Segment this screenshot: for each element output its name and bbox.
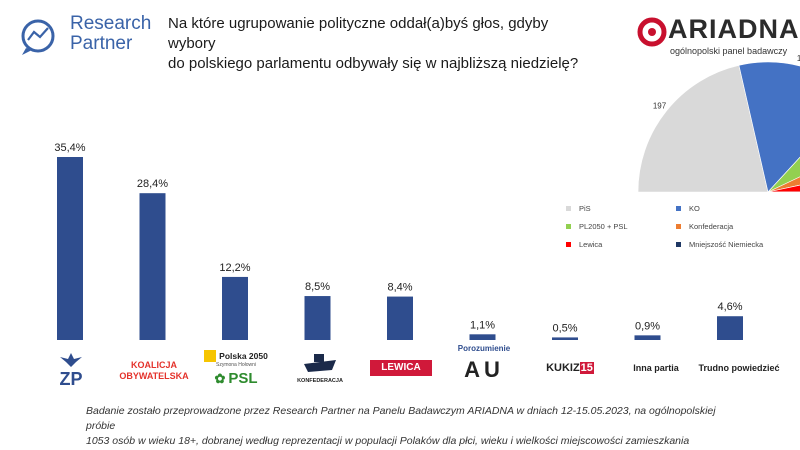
bar-8 [717,316,743,340]
footnote: Badanie zostało przeprowadzone przez Res… [86,405,716,447]
bar-value-label-8: 4,6% [717,301,742,313]
porozumienie-au-logo: Porozumienie AU [457,344,511,382]
ko-logo: KOALICJA OBYWATELSKA [119,360,189,381]
legend-item-3: Konfederacja [676,222,733,231]
legend-swatch-5 [676,242,681,247]
pie-value-label-1: 142 [797,54,800,63]
pie-slice-0 [637,64,769,193]
legend-label-4: Lewica [579,240,603,249]
legend-item-4: Lewica [566,240,602,249]
legend-label-1: KO [689,204,700,213]
bar-value-label-2: 12,2% [219,262,250,274]
bar-2 [222,276,248,340]
legend-item-5: Mniejszość Niemiecka [676,240,763,249]
lewica-logo: LEWICA [370,360,432,376]
konfederacja-icon [304,354,336,372]
bar-value-label-1: 28,4% [137,178,168,190]
chart-title: Na które ugrupowanie polityczne oddał(a)… [168,15,579,72]
legend-label-0: PiS [579,204,591,213]
bar-value-label-6: 0,5% [552,322,577,334]
bar-value-label-7: 0,9% [635,320,660,332]
kukiz-logo: KUKIZ15 [546,362,594,374]
legend-item-2: PL2050 + PSL [566,222,628,231]
legend-item-0: PiS [566,204,591,213]
bar-4 [387,296,413,340]
legend-item-1: KO [676,204,700,213]
pie-slice-5 [767,191,800,193]
pie-slice-2 [767,156,800,193]
bar-1 [139,193,166,340]
eagle-icon [60,353,82,367]
bar-value-label-3: 8,5% [305,281,330,293]
pl2050-icon [204,350,217,362]
research-partner-logo [21,19,55,55]
legend-swatch-3 [676,224,681,229]
legend-swatch-0 [566,206,571,211]
bar-6 [552,337,578,340]
legend-swatch-1 [676,206,681,211]
legend-label-5: Mniejszość Niemiecka [689,240,764,249]
legend-label-2: PL2050 + PSL [579,222,628,231]
bar-value-label-5: 1,1% [470,319,495,331]
pie-slice-1 [738,61,800,193]
label-inna-partia: Inna partia [633,363,679,373]
bar-5 [469,334,496,340]
bar-0 [57,157,83,340]
ariadna-subtitle: ogólnopolski panel badawczy [670,46,788,56]
konfederacja-logo: KONFEDERACJA [288,350,352,384]
pl2050-psl-logo: Polska 2050 Szymona Hołowni ✿ PSL [196,350,276,387]
legend-swatch-4 [566,242,571,247]
bar-value-label-0: 35,4% [54,142,85,154]
research-partner-wordmark: Research Partner [70,13,152,54]
speech-bubble-icon [21,19,55,53]
pie-slice-3 [767,176,800,193]
legend-label-3: Konfederacja [689,222,734,231]
bar-3 [304,296,331,340]
bar-value-label-4: 8,4% [387,282,412,294]
pie-slice-4 [767,184,800,193]
label-trudno-powiedziec: Trudno powiedzieć [698,363,780,373]
ariadna-logo-icon [637,17,667,47]
zp-logo: ZP [52,352,90,388]
pie-value-label-0: 197 [653,102,667,111]
legend-swatch-2 [566,224,571,229]
ariadna-wordmark: ARIADNA [668,14,800,44]
bar-7 [634,335,661,340]
clover-icon: ✿ [214,370,226,386]
